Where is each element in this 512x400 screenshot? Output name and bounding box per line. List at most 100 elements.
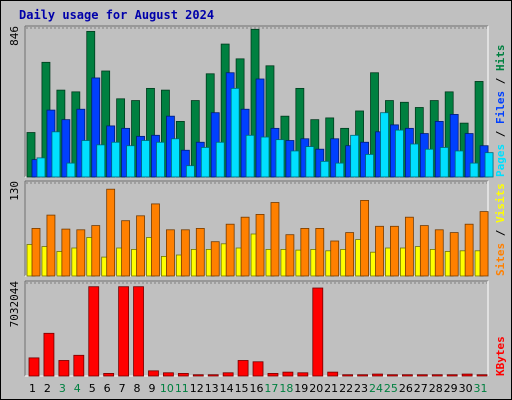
bar-sites-day-8 <box>136 215 145 277</box>
bar-kbytes-day-20 <box>312 287 324 377</box>
day-label-1: 1 <box>29 382 36 395</box>
bar-kbytes-day-8 <box>133 286 144 377</box>
bar-kbytes-day-27 <box>416 374 428 377</box>
day-label-5: 5 <box>89 382 96 395</box>
bar-kbytes-day-15 <box>237 360 249 377</box>
legend-sites: Sites <box>494 243 507 276</box>
bar-kbytes-day-19 <box>297 372 309 377</box>
legend-separator: / <box>494 124 507 144</box>
bar-kbytes-day-28 <box>431 374 443 377</box>
bar-pages-day-13 <box>215 141 225 178</box>
bar-pages-day-26 <box>409 143 419 178</box>
day-label-10: 10 <box>160 382 174 395</box>
bar-sites-day-29 <box>449 232 459 277</box>
bar-sites-day-20 <box>315 227 325 277</box>
bar-kbytes-day-17 <box>267 373 279 377</box>
series-legend: KBytes <box>494 336 507 376</box>
bar-kbytes-day-7 <box>118 286 130 377</box>
bar-hits-day-17 <box>265 65 275 178</box>
panel-1: 846 Pages / Files / Hits <box>8 25 507 178</box>
bar-pages-day-30 <box>469 162 479 178</box>
bar-sites-day-19 <box>300 227 310 277</box>
bar-sites-day-3 <box>61 228 71 277</box>
bar-kbytes-day-31 <box>476 374 488 377</box>
bar-pages-day-31 <box>484 152 494 178</box>
day-label-21: 21 <box>324 382 338 395</box>
bar-kbytes-day-18 <box>282 371 294 377</box>
legend-kbytes: KBytes <box>494 336 507 376</box>
day-label-17: 17 <box>264 382 278 395</box>
legend-hits: Hits <box>494 45 507 72</box>
day-label-20: 20 <box>309 382 323 395</box>
day-label-23: 23 <box>354 382 368 395</box>
bar-kbytes-day-9 <box>148 370 159 377</box>
bar-kbytes-day-5 <box>88 286 100 377</box>
day-label-12: 12 <box>190 382 204 395</box>
bar-sites-day-16 <box>255 213 265 277</box>
bar-pages-day-7 <box>126 145 136 178</box>
bar-kbytes-day-12 <box>192 374 204 377</box>
day-label-29: 29 <box>444 382 458 395</box>
bar-kbytes-day-25 <box>387 374 398 377</box>
bar-kbytes-day-24 <box>372 373 383 377</box>
y-max-label: 7032044 <box>8 281 21 328</box>
bar-kbytes-day-29 <box>446 374 458 377</box>
bar-sites-day-12 <box>195 227 205 277</box>
bar-kbytes-day-22 <box>342 374 354 377</box>
bar-hits-day-12 <box>190 100 200 178</box>
bar-kbytes-day-10 <box>163 372 174 377</box>
day-label-25: 25 <box>384 382 398 395</box>
bar-sites-day-18 <box>285 234 295 277</box>
bar-pages-day-18 <box>290 150 300 178</box>
bar-files-day-29 <box>449 114 459 178</box>
legend-separator: / <box>494 223 507 243</box>
bar-sites-day-6 <box>106 188 116 277</box>
bar-files-day-11 <box>180 149 190 178</box>
day-label-30: 30 <box>459 382 473 395</box>
bar-hits-day-31 <box>474 81 484 178</box>
bar-pages-day-19 <box>305 146 315 178</box>
bar-pages-day-10 <box>171 138 180 178</box>
bar-pages-day-11 <box>185 165 195 178</box>
panel-2: 130 Sites / Visits <box>8 180 507 277</box>
bar-pages-day-1 <box>36 157 46 178</box>
bar-files-day-21 <box>330 138 340 178</box>
day-label-13: 13 <box>205 382 219 395</box>
day-label-4: 4 <box>74 382 81 395</box>
bar-hits-day-24 <box>370 72 379 178</box>
day-label-24: 24 <box>369 382 383 395</box>
day-label-15: 15 <box>235 382 249 395</box>
bar-sites-day-26 <box>404 216 414 277</box>
day-label-22: 22 <box>339 382 353 395</box>
bar-kbytes-day-16 <box>252 361 264 377</box>
bar-files-day-16 <box>255 78 265 178</box>
bar-sites-day-2 <box>46 214 56 277</box>
bar-pages-day-25 <box>395 129 404 178</box>
bar-pages-day-20 <box>320 160 330 178</box>
day-label-9: 9 <box>148 382 155 395</box>
bar-hits-day-19 <box>295 87 305 178</box>
bar-sites-day-14 <box>225 223 235 277</box>
bar-pages-day-16 <box>260 136 270 178</box>
bar-files-day-5 <box>91 77 101 178</box>
bar-pages-day-24 <box>380 112 389 178</box>
y-max-label: 846 <box>8 26 21 46</box>
bar-pages-day-2 <box>51 131 61 178</box>
bar-sites-day-23 <box>360 199 369 277</box>
series-legend: Sites / Visits <box>494 183 507 276</box>
day-label-27: 27 <box>414 382 428 395</box>
bar-sites-day-31 <box>479 211 489 277</box>
day-label-26: 26 <box>399 382 413 395</box>
bar-kbytes-day-30 <box>461 373 473 377</box>
bar-kbytes-day-23 <box>357 374 368 377</box>
legend-separator: / <box>494 71 507 91</box>
bar-sites-day-11 <box>180 229 190 277</box>
bar-pages-day-6 <box>111 141 121 178</box>
bar-hits-day-9 <box>146 87 155 178</box>
bar-pages-day-22 <box>350 134 360 178</box>
bar-sites-day-7 <box>121 220 131 277</box>
bar-sites-day-1 <box>31 227 41 277</box>
chart-title: Daily usage for August 2024 <box>19 8 214 22</box>
bar-kbytes-day-21 <box>327 371 339 377</box>
bar-sites-day-15 <box>240 216 250 277</box>
